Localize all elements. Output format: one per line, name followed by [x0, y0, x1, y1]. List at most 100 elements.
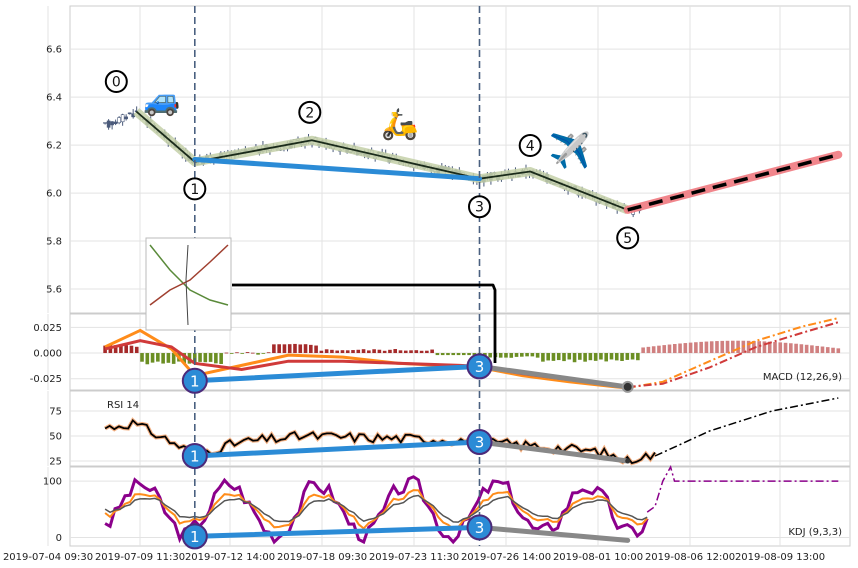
macd-histogram-bar	[372, 349, 376, 354]
macd-histogram-bar	[382, 350, 387, 354]
macd-histogram-bar	[161, 353, 165, 364]
macd-end-dot	[621, 380, 634, 393]
macd-histogram-bar	[324, 349, 329, 354]
macd-divergence-marker	[181, 367, 208, 394]
macd-histogram-bar	[103, 345, 107, 354]
candle-body	[117, 117, 121, 124]
macd-line	[104, 328, 628, 390]
wave-label-circle	[616, 226, 640, 250]
rsi-divergence-marker	[466, 429, 493, 455]
macd-histogram-bar	[583, 353, 587, 362]
wave-line	[135, 110, 629, 211]
x-tick-label: 2019-07-23 11:30	[369, 552, 459, 563]
x-tick-label: 2019-07-04 09:30	[3, 552, 93, 563]
grid-lines	[47, 6, 850, 546]
macd-histogram-bar	[520, 353, 524, 357]
macd-histogram-bar	[261, 353, 266, 354]
macd-histogram-bar	[694, 342, 698, 354]
macd-histogram-bar	[451, 353, 456, 356]
macd-histogram-bar	[356, 349, 361, 354]
macd-histogram-bar	[330, 349, 334, 354]
price-y-tick-label: 6.0	[46, 189, 62, 200]
macd-y-tick-label: 0.000	[33, 349, 62, 360]
macd-histogram-bar	[541, 353, 545, 362]
macd-forecast-line	[627, 317, 839, 389]
macd-histogram-bar	[414, 350, 419, 354]
chart-labels: MACD (12,26,9) RSI 14 KDJ (9,3,3) 2019-0…	[3, 45, 842, 563]
macd-histogram-bar	[562, 353, 566, 362]
macd-histogram-bar	[219, 353, 223, 364]
macd-histogram-bar	[767, 341, 772, 354]
macd-histogram-bar	[351, 350, 355, 354]
macd-histogram-bar	[567, 353, 572, 360]
kdj-divergence-marker	[181, 523, 208, 550]
airplane-icon: ✈️	[549, 130, 591, 171]
macd-histogram-bar	[272, 344, 276, 354]
x-tick-label: 2019-07-12 14:00	[185, 552, 275, 563]
macd-histogram-bar	[398, 350, 403, 354]
scooter-icon: 🛵	[381, 107, 418, 142]
inset-connector-line	[232, 283, 497, 363]
macd-histogram-bar	[746, 340, 751, 354]
kdj-divergence-label-1: 1	[190, 528, 200, 546]
macd-histogram-bar	[425, 350, 429, 354]
candle-body	[127, 112, 132, 115]
x-tick-label: 2019-08-06 12:00	[645, 552, 735, 563]
macd-histogram-bar	[783, 342, 788, 354]
macd-histogram-bar	[609, 353, 614, 360]
wave-label-4: 4	[526, 138, 535, 154]
macd-histogram-bar	[430, 349, 434, 354]
macd-histogram-bar	[815, 345, 820, 354]
macd-histogram-bar	[403, 350, 408, 354]
macd-histogram-bar	[229, 353, 234, 354]
rsi-y-tick-label: 75	[49, 407, 62, 418]
inset-curve	[185, 244, 189, 326]
macd-histogram-bar	[535, 353, 540, 358]
macd-histogram-bar	[672, 344, 677, 354]
macd-histogram-bar	[556, 353, 561, 361]
macd-histogram-bar	[119, 344, 123, 354]
macd-y-tick-label: 0.025	[33, 323, 62, 334]
candle-body	[110, 121, 114, 126]
macd-histogram-bar	[150, 353, 155, 363]
macd-histogram-bar	[620, 353, 624, 361]
macd-histogram-bar	[657, 345, 661, 354]
macd-histogram-bar	[762, 341, 767, 354]
macd-histogram-bar	[578, 353, 582, 360]
wave-label-5: 5	[623, 231, 632, 247]
macd-histogram-bar	[820, 346, 825, 354]
macd-histogram-bar	[171, 353, 176, 364]
x-tick-label: 2019-08-01 10:00	[553, 552, 643, 563]
inset-thumbnail	[145, 237, 232, 331]
macd-histogram-bar	[799, 344, 804, 354]
macd-divergence-line	[192, 363, 482, 384]
macd-histogram-bar	[435, 353, 440, 356]
macd-histogram-bar	[319, 350, 324, 354]
macd-histogram-bar	[182, 353, 187, 364]
wave-label-circle	[468, 195, 491, 219]
macd-histogram-bar	[604, 353, 609, 362]
macd-histogram-bar	[514, 353, 519, 357]
macd-histogram-bar	[504, 353, 508, 358]
macd-histogram-bar	[140, 353, 144, 362]
candle-body	[113, 121, 118, 125]
macd-histogram-bar	[593, 353, 598, 361]
macd-histogram-bar	[156, 353, 160, 362]
macd-continuation-line	[477, 363, 631, 390]
price-y-tick-label: 5.8	[46, 237, 62, 248]
macd-histogram-bar	[709, 341, 714, 354]
macd-histogram-bar	[831, 347, 835, 354]
kdj-divergence-marker	[466, 514, 493, 541]
macd-histogram-bar	[129, 345, 134, 354]
forecast-line	[627, 153, 839, 212]
macd-histogram-bar	[361, 349, 366, 354]
rsi-divergence-marker	[181, 443, 208, 469]
macd-histogram-bar	[303, 344, 308, 354]
macd-histogram-bar	[293, 343, 297, 354]
x-tick-label: 2019-07-18 09:30	[277, 552, 367, 563]
macd-histogram-bar	[641, 347, 645, 354]
rsi-divergence-label-3: 3	[475, 434, 485, 452]
x-tick-label: 2019-07-26 14:00	[461, 552, 551, 563]
macd-histogram-bar	[704, 341, 709, 354]
